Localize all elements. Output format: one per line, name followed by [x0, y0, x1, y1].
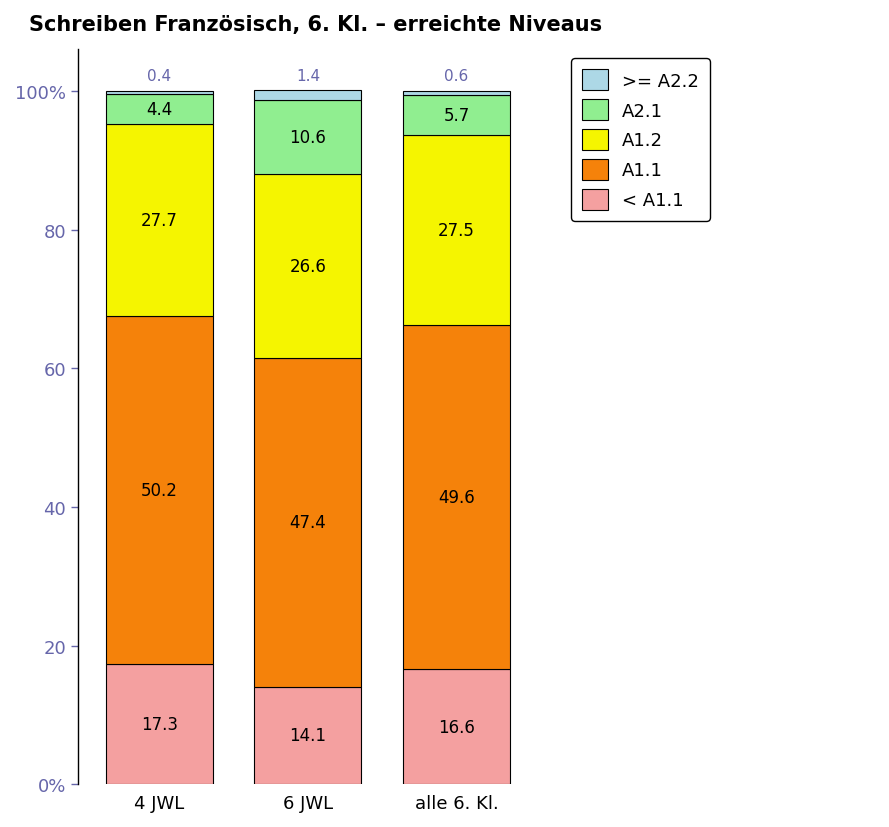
Bar: [254, 101, 362, 174]
Bar: [106, 317, 212, 665]
Text: 10.6: 10.6: [290, 129, 326, 146]
Bar: [106, 92, 212, 95]
Text: 49.6: 49.6: [438, 489, 475, 507]
Text: 27.7: 27.7: [141, 212, 178, 230]
Bar: [403, 326, 510, 669]
Text: 0.4: 0.4: [148, 69, 172, 84]
Bar: [403, 136, 510, 326]
Bar: [254, 174, 362, 358]
Bar: [106, 95, 212, 125]
Title: Schreiben Französisch, 6. Kl. – erreichte Niveaus: Schreiben Französisch, 6. Kl. – erreicht…: [28, 15, 602, 35]
Bar: [403, 92, 510, 96]
Bar: [106, 665, 212, 784]
Text: 26.6: 26.6: [290, 257, 326, 275]
Bar: [403, 96, 510, 136]
Text: 50.2: 50.2: [141, 482, 178, 500]
Text: 1.4: 1.4: [296, 69, 320, 84]
Text: 5.7: 5.7: [444, 107, 469, 125]
Text: 27.5: 27.5: [438, 222, 475, 240]
Text: 14.1: 14.1: [290, 727, 326, 744]
Bar: [403, 669, 510, 784]
Text: 0.6: 0.6: [444, 69, 469, 84]
Bar: [106, 125, 212, 317]
Text: 47.4: 47.4: [290, 514, 326, 532]
Legend: >= A2.2, A2.1, A1.2, A1.1, < A1.1: >= A2.2, A2.1, A1.2, A1.1, < A1.1: [572, 60, 709, 222]
Text: 17.3: 17.3: [141, 715, 178, 734]
Text: 4.4: 4.4: [147, 101, 172, 119]
Text: 16.6: 16.6: [438, 718, 475, 736]
Bar: [254, 358, 362, 686]
Bar: [254, 686, 362, 784]
Bar: [254, 91, 362, 101]
